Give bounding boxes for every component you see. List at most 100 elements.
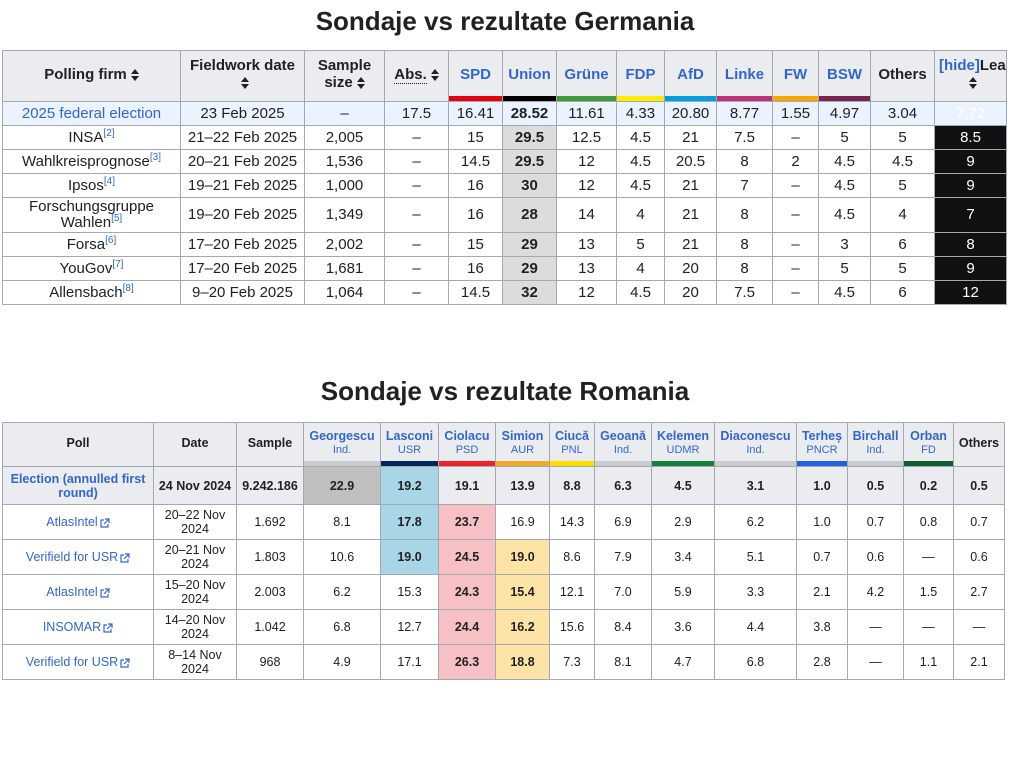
party-link[interactable]: FDP [625, 65, 656, 83]
value-cell: 7.72 [934, 101, 1007, 126]
value-cell: 0.6 [847, 539, 904, 575]
value-cell: 15 [448, 125, 503, 150]
party-link[interactable]: Grüne [564, 65, 609, 83]
external-link-icon[interactable] [100, 518, 110, 528]
party-link[interactable]: Linke [724, 65, 765, 83]
column-header[interactable]: Sample size [304, 50, 385, 102]
table-body: Election (annulled first round) 24 Nov 20… [2, 466, 1005, 680]
value-cell: 12 [556, 149, 617, 174]
poll-row: Wahlkreisprognose[3] 20–21 Feb 2025 1,536–… [2, 149, 1007, 174]
icon-box [100, 589, 109, 598]
sort-icon[interactable] [130, 68, 139, 81]
party-link[interactable]: PSD [455, 443, 479, 456]
value-cell: 20.80 [664, 101, 717, 126]
value-cell: 21 [664, 232, 717, 257]
column-header[interactable]: Fieldwork date [180, 50, 305, 102]
poll-link[interactable]: INSOMAR [42, 620, 102, 634]
party-link[interactable]: UDMR [666, 443, 700, 456]
table-head: Polling firm Fieldwork date Sample size Abs… [2, 50, 1007, 102]
poll-link[interactable]: Verifield for USR [25, 655, 119, 669]
party-color-bar [848, 461, 903, 466]
reference[interactable]: [5] [111, 213, 123, 224]
party-link[interactable]: BSW [827, 65, 862, 83]
external-link-icon[interactable] [103, 623, 113, 633]
poll-link[interactable]: AtlasIntel [46, 585, 98, 599]
candidate-link[interactable]: Simion [501, 428, 544, 443]
candidate-link[interactable]: Lasconi [385, 428, 434, 443]
header-label: Poll [66, 435, 90, 450]
hide-toggle[interactable]: [hide] [939, 57, 980, 74]
party-link[interactable]: Ind. [746, 443, 765, 456]
title: Sondaje vs rezultate Romania [320, 376, 690, 406]
party-color-bar [797, 461, 847, 466]
reference[interactable]: [6] [105, 234, 117, 246]
value-cell: 2.1 [796, 574, 848, 610]
candidate-link[interactable]: Georgescu [309, 428, 375, 443]
candidate-link[interactable]: Ciucă [554, 428, 590, 443]
title: Sondaje vs rezultate Germania [315, 6, 695, 36]
value-cell: 14 [556, 197, 617, 233]
column-header[interactable]: Abs. [384, 50, 449, 102]
value-cell: 2.003 [236, 574, 304, 610]
external-link-icon[interactable] [100, 588, 110, 598]
party-link[interactable]: AUR [510, 443, 535, 456]
value-cell: 24 Nov 2024 [153, 466, 237, 505]
poll-cell: INSOMAR [2, 609, 154, 645]
party-link[interactable]: Ind. [866, 443, 885, 456]
poll-link[interactable]: Verifield for USR [25, 550, 119, 564]
party-link[interactable]: SPD [460, 65, 491, 83]
value-cell: 1.55 [772, 101, 819, 126]
external-link-icon[interactable] [120, 658, 130, 668]
party-link[interactable]: USR [397, 443, 422, 456]
reference[interactable]: [7] [112, 258, 124, 270]
value-cell: 15.3 [380, 574, 439, 610]
firm-name: YouGov [59, 259, 113, 277]
value-cell: 30 [502, 173, 557, 198]
reference[interactable]: [2] [103, 127, 115, 139]
party-color-bar [773, 96, 818, 101]
highlighted-cell: 24.5 [438, 539, 496, 575]
candidate-link[interactable]: Kelemen [656, 428, 710, 443]
party-link[interactable]: Ind. [332, 443, 352, 456]
party-link[interactable]: AfD [677, 65, 704, 83]
value-cell: 3.1 [714, 466, 797, 505]
value-cell: 4.2 [847, 574, 904, 610]
party-link[interactable]: Union [508, 65, 551, 83]
candidate-link[interactable]: Geoană [600, 428, 646, 443]
sort-arrow [130, 68, 139, 74]
icon-box [100, 519, 109, 528]
value-cell: — [903, 609, 954, 645]
reference[interactable]: [8] [122, 282, 134, 294]
candidate-link[interactable]: Ciolacu [444, 428, 490, 443]
candidate-link[interactable]: Terheș [801, 428, 843, 443]
reference[interactable]: [3] [149, 151, 161, 163]
sort-icon[interactable] [430, 68, 439, 81]
candidate-link[interactable]: Orban [910, 428, 947, 443]
election-link[interactable]: 2025 federal election [21, 104, 162, 122]
column-header[interactable]: [hide]Lead [934, 50, 1007, 102]
value-cell: 14.5 [448, 149, 503, 174]
sort-arrow [240, 77, 249, 83]
value-cell: 9.242.186 [236, 466, 304, 505]
sort-icon[interactable] [240, 77, 249, 90]
sort-icon[interactable] [356, 77, 365, 90]
column-header: Orban FD [903, 422, 954, 467]
reference[interactable]: [4] [103, 175, 115, 187]
firm-cell: Forsa[6] [2, 232, 181, 257]
candidate-link[interactable]: Diaconescu [720, 428, 791, 443]
party-link[interactable]: PNL [561, 443, 583, 456]
party-link[interactable]: FW [783, 65, 808, 83]
party-link[interactable]: FD [921, 443, 936, 456]
value-cell: 17.5 [384, 101, 449, 126]
column-header[interactable]: Polling firm [2, 50, 181, 102]
candidate-link[interactable]: Birchall [852, 428, 899, 443]
poll-link[interactable]: Election (annulled first round) [10, 471, 146, 500]
value-cell: 21 [664, 197, 717, 233]
party-link[interactable]: Ind. [613, 443, 633, 456]
external-link-icon[interactable] [120, 553, 130, 563]
header-label: Fieldwork date [189, 57, 296, 74]
party-link[interactable]: PNCR [806, 443, 838, 456]
sort-icon[interactable] [968, 77, 977, 90]
poll-link[interactable]: AtlasIntel [46, 515, 98, 529]
value-cell: 16.9 [495, 504, 550, 540]
